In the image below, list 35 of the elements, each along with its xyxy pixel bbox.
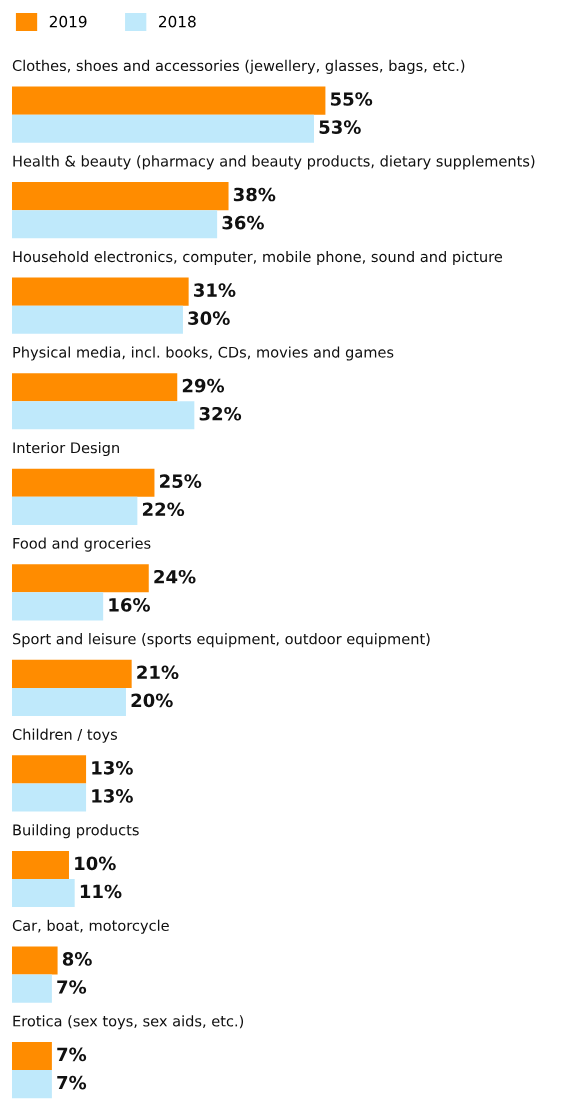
data-label: 36% (222, 215, 264, 230)
data-label: 30% (188, 311, 230, 326)
data-label: 20% (131, 693, 173, 708)
y-tick-label: Health & beauty (pharmacy and beauty products, dietary supplements) (13, 155, 535, 170)
data-label: 22% (142, 502, 185, 517)
data-label: 7% (57, 980, 87, 994)
data-label: 13% (92, 789, 133, 803)
y-tick-label: Car, boat, motorcycle (12, 919, 169, 934)
data-label: 10% (75, 856, 116, 871)
data-label: 24% (154, 569, 196, 584)
legend-label: 2018 (158, 15, 196, 28)
data-label: 7% (57, 1047, 87, 1062)
data-label: 32% (199, 406, 242, 421)
data-label: 16% (109, 597, 150, 612)
y-tick-label: Clothes, shoes and accessories (jewellery, glasses, bags, etc.) (12, 59, 465, 74)
data-label: 31% (194, 283, 236, 297)
data-label: 21% (137, 665, 179, 680)
data-label: 53% (319, 120, 361, 134)
data-label: 29% (182, 378, 225, 393)
data-label: 7% (57, 1075, 87, 1090)
data-label: 38% (233, 187, 276, 202)
y-tick-label: Physical media, incl. books, CDs, movies and games (13, 346, 394, 361)
data-label: 13% (92, 760, 133, 775)
data-label: 55% (330, 92, 373, 106)
y-tick-label: Food and groceries (13, 537, 151, 552)
data-label: 8% (62, 952, 92, 966)
legend-label: 2019 (49, 15, 87, 28)
y-tick-label: Interior Design (13, 441, 119, 457)
y-tick-label: Household electronics, computer, mobile phone, sound and picture (13, 250, 503, 266)
y-tick-label: Children / toys (12, 728, 118, 743)
y-tick-label: Sport and leisure (sports equipment, outdoor equipment) (12, 633, 430, 648)
data-label: 25% (160, 474, 202, 488)
data-label: 11% (80, 884, 122, 899)
y-tick-label: Erotica (sex toys, sex aids, etc.) (13, 1015, 244, 1030)
y-tick-label: Building products (13, 824, 139, 839)
